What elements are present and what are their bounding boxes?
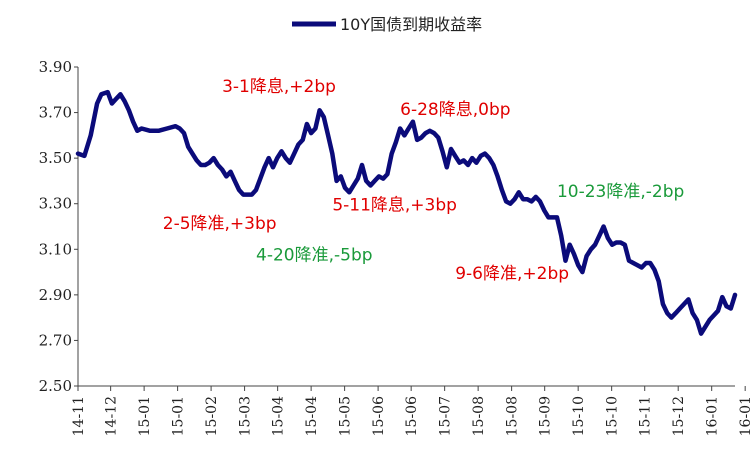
x-axis-ticks: 14-11 14-12 15-01 15-01 15-02 15-03 15-04 15-04… [71, 386, 754, 436]
x-tick-label: 15-08 [471, 396, 487, 436]
x-tick-label: 15-10 [605, 396, 621, 436]
x-tick-label: 15-08 [505, 396, 521, 436]
x-tick-label: 15-04 [304, 396, 320, 436]
y-tick-label: 3.10 [39, 240, 72, 258]
x-tick-label: 15-12 [671, 396, 687, 436]
x-tick-label: 15-10 [571, 396, 587, 436]
series-line-10y-yield [75, 89, 738, 336]
x-tick-label: 14-12 [104, 396, 120, 436]
x-tick-label: 15-06 [371, 396, 387, 436]
annotation-label: 6-28降息,0bp [400, 100, 510, 120]
y-tick-label: 2.90 [39, 286, 72, 304]
y-tick-label: 3.30 [39, 195, 72, 213]
y-axis-ticks: 3.90 3.70 3.50 3.30 3.10 2.90 2.70 2.50 [39, 58, 78, 395]
y-tick-label: 2.70 [39, 331, 72, 349]
y-tick-label: 3.70 [39, 104, 72, 122]
y-tick-label: 3.50 [39, 149, 72, 167]
y-tick-label: 3.90 [39, 58, 72, 76]
x-tick-label: 14-11 [71, 396, 87, 436]
y-tick-label: 2.50 [39, 377, 72, 395]
annotations: 3-1降息,+2bp 6-28降息,0bp 10-23降准,-2bp 5-11降息,+… [163, 77, 685, 284]
x-tick-label: 15-11 [638, 396, 654, 436]
x-tick-label: 15-01 [137, 396, 153, 436]
annotation-label: 10-23降准,-2bp [557, 182, 684, 202]
x-tick-label: 15-07 [438, 396, 454, 436]
annotation-label: 3-1降息,+2bp [222, 77, 336, 97]
x-tick-label: 16-01 [705, 396, 721, 436]
annotation-label: 5-11降息,+3bp [332, 196, 457, 216]
annotation-label: 4-20降准,-5bp [256, 246, 373, 266]
x-tick-label: 15-06 [404, 396, 420, 436]
annotation-label: 2-5降准,+3bp [163, 214, 277, 234]
legend-label: 10Y国债到期收益率 [340, 15, 482, 34]
x-tick-label: 15-05 [338, 396, 354, 436]
x-tick-label: 15-01 [171, 396, 187, 436]
annotation-label: 9-6降准,+2bp [455, 264, 569, 284]
x-tick-label: 15-03 [238, 396, 254, 436]
x-tick-label: 15-02 [204, 396, 220, 436]
x-tick-label: 15-04 [271, 396, 287, 436]
x-tick-label: 15-09 [538, 396, 554, 436]
x-tick-label: 16-01 [738, 396, 754, 436]
legend: 10Y国债到期收益率 [292, 15, 482, 34]
